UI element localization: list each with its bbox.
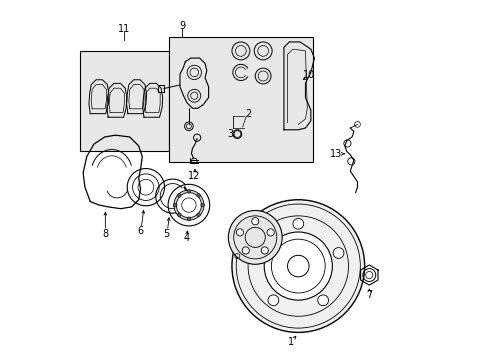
Circle shape bbox=[201, 203, 204, 207]
Circle shape bbox=[177, 194, 181, 197]
Circle shape bbox=[317, 295, 328, 306]
Circle shape bbox=[196, 213, 200, 216]
Circle shape bbox=[236, 229, 243, 236]
Circle shape bbox=[176, 193, 201, 218]
Text: 4: 4 bbox=[183, 233, 190, 243]
Circle shape bbox=[252, 248, 263, 258]
Bar bbox=[169, 37, 312, 162]
Text: 10: 10 bbox=[302, 70, 315, 80]
Circle shape bbox=[267, 295, 278, 306]
Circle shape bbox=[242, 247, 249, 254]
Circle shape bbox=[264, 232, 332, 300]
Text: 1: 1 bbox=[287, 337, 294, 347]
Bar bbox=[80, 51, 169, 151]
Circle shape bbox=[292, 219, 303, 229]
Circle shape bbox=[174, 190, 203, 220]
Text: 11: 11 bbox=[118, 24, 130, 35]
Text: 13: 13 bbox=[329, 149, 342, 159]
Text: 3: 3 bbox=[226, 129, 233, 139]
Text: 6: 6 bbox=[137, 226, 143, 236]
Text: 8: 8 bbox=[102, 229, 108, 239]
Text: 5: 5 bbox=[163, 229, 169, 239]
Circle shape bbox=[228, 211, 282, 264]
Text: 9: 9 bbox=[179, 21, 185, 31]
Circle shape bbox=[187, 190, 190, 193]
Text: 2: 2 bbox=[244, 109, 251, 119]
Circle shape bbox=[251, 218, 258, 225]
Text: 12: 12 bbox=[188, 171, 200, 181]
Circle shape bbox=[173, 203, 177, 207]
Circle shape bbox=[266, 229, 274, 236]
Circle shape bbox=[177, 213, 181, 216]
Text: 7: 7 bbox=[366, 291, 372, 301]
Circle shape bbox=[332, 248, 343, 258]
Circle shape bbox=[231, 200, 364, 332]
Circle shape bbox=[196, 194, 200, 197]
Circle shape bbox=[187, 217, 190, 221]
Circle shape bbox=[261, 247, 268, 254]
